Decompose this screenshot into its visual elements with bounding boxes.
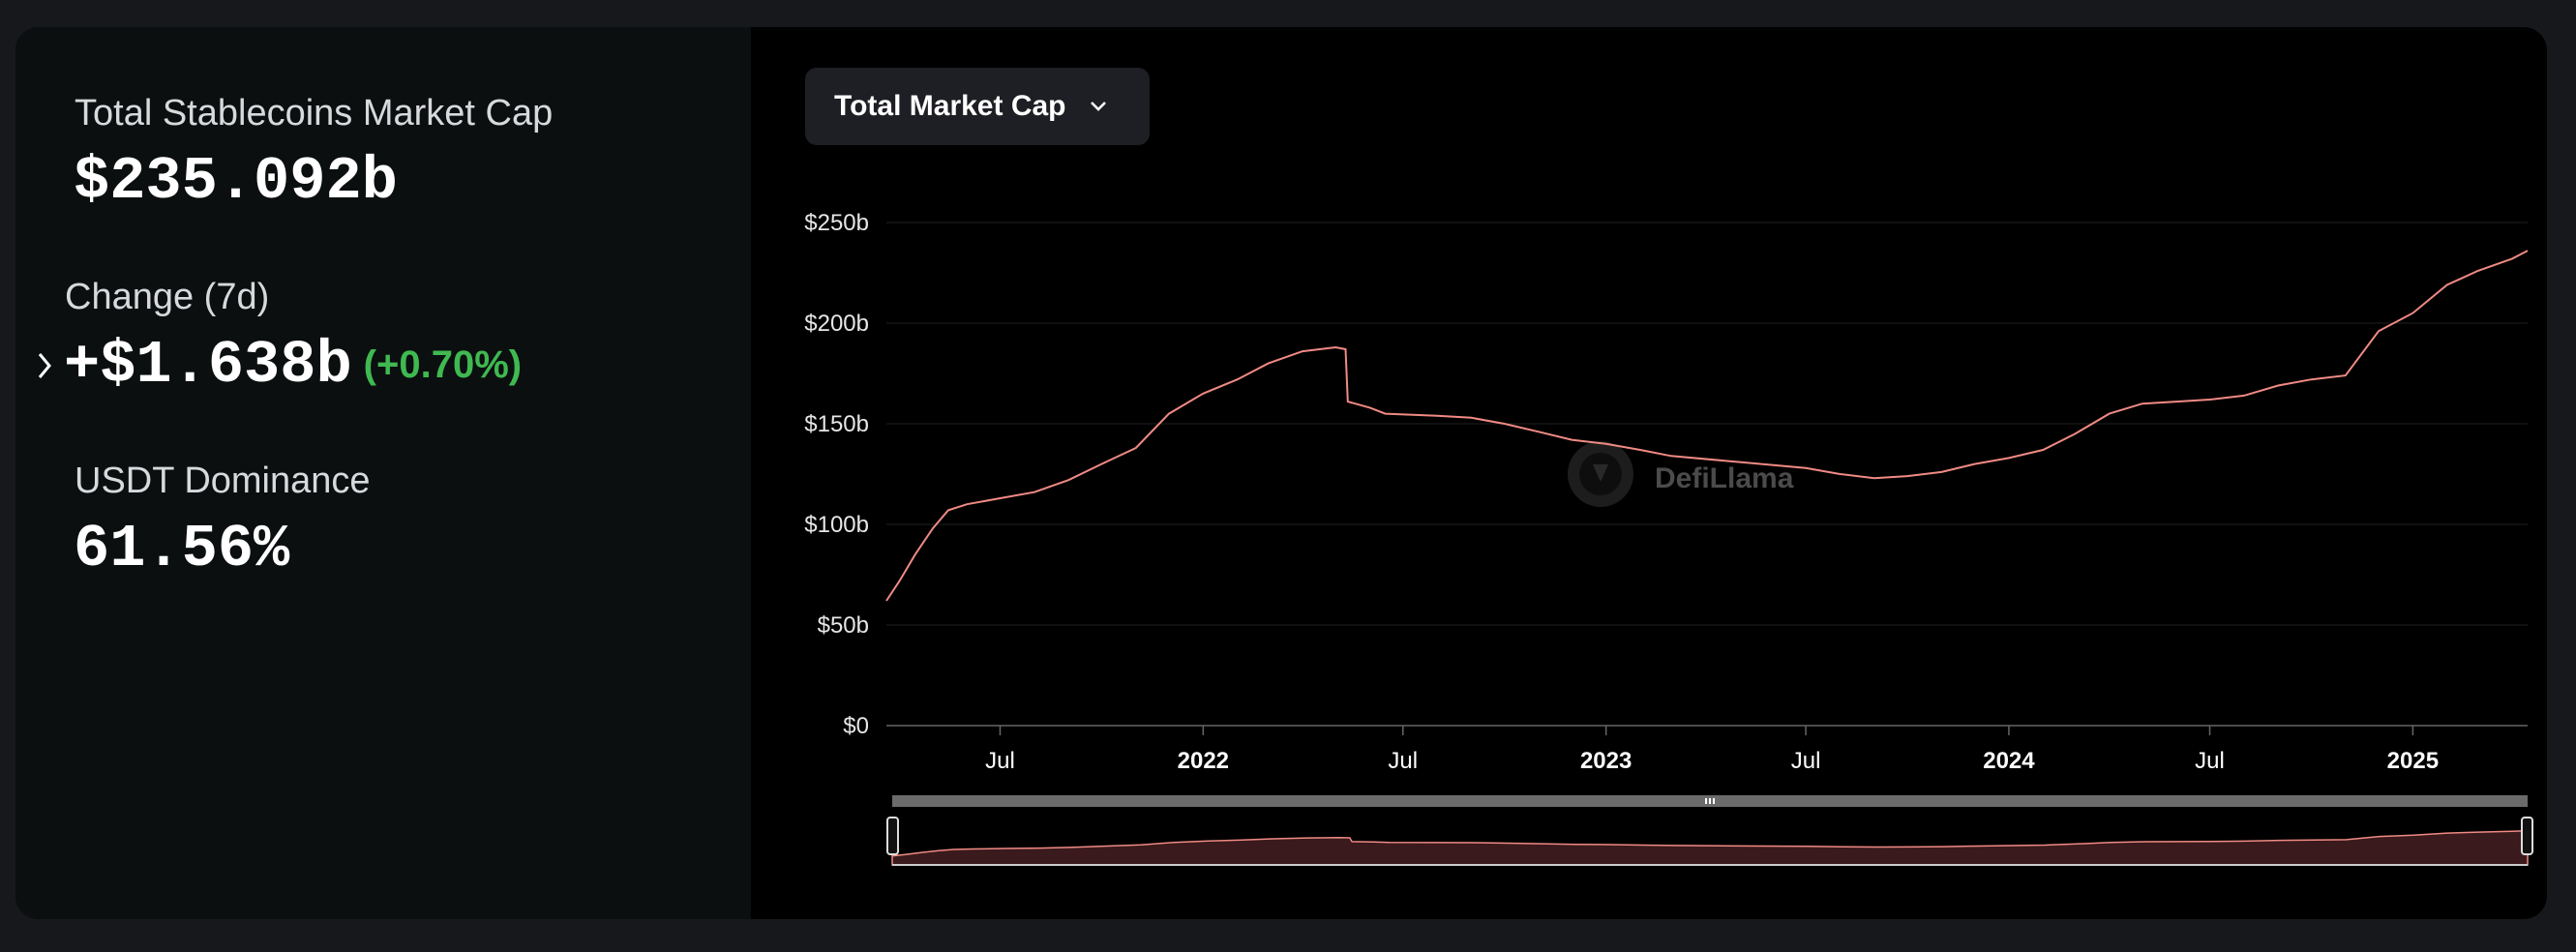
defillama-logo-icon xyxy=(1568,441,1633,507)
chevron-right-icon[interactable] xyxy=(35,348,54,383)
y-tick-label: $150b xyxy=(804,411,869,437)
x-tick-label: Jul xyxy=(2195,748,2225,774)
x-tick-label: 2022 xyxy=(1178,748,1229,774)
y-tick-label: $0 xyxy=(843,713,869,739)
x-axis: Jul 2022 Jul 2023 Jul 2024 Jul 2025 xyxy=(985,726,2439,774)
change-percent: (+0.70%) xyxy=(363,343,523,386)
navigator-area xyxy=(891,829,2529,866)
y-tick-label: $250b xyxy=(804,210,869,236)
navigator-left-handle[interactable] xyxy=(886,817,899,855)
total-mcap-value: $235.092b xyxy=(74,147,398,216)
stablecoins-card: Total Stablecoins Market Cap $235.092b C… xyxy=(15,27,2547,919)
y-tick-label: $100b xyxy=(804,512,869,538)
change-value: +$1.638b xyxy=(64,331,352,400)
market-cap-chart: $0 $50b $100b $150b $200b $250b Jul 2022 Jul 202… xyxy=(804,210,2533,866)
x-tick-label: Jul xyxy=(1388,748,1418,774)
watermark: DefiLlama xyxy=(1568,441,1794,507)
total-mcap-label: Total Stablecoins Market Cap xyxy=(75,93,554,134)
chevron-down-icon xyxy=(1090,102,1106,111)
dominance-label: USDT Dominance xyxy=(75,461,371,501)
navigator-grip-icon[interactable] xyxy=(1705,798,1715,804)
x-tick-label: Jul xyxy=(985,748,1015,774)
navigator-right-handle[interactable] xyxy=(2521,817,2533,855)
y-tick-label: $200b xyxy=(804,311,869,337)
dominance-value: 61.56% xyxy=(74,515,290,583)
metric-select[interactable]: Total Market Cap xyxy=(805,68,1150,145)
y-axis-labels: $0 $50b $100b $150b $200b $250b xyxy=(804,210,869,739)
watermark-text: DefiLlama xyxy=(1655,462,1794,494)
chart-panel: Total Market Cap $0 $50b $100b $150b $200b $2… xyxy=(751,27,2547,919)
y-tick-label: $50b xyxy=(818,612,869,639)
series-line xyxy=(885,250,2529,602)
x-tick-label: 2025 xyxy=(2387,748,2439,774)
x-tick-label: 2023 xyxy=(1580,748,1632,774)
stats-panel: Total Stablecoins Market Cap $235.092b C… xyxy=(15,27,751,919)
change-label: Change (7d) xyxy=(65,277,270,317)
metric-select-label: Total Market Cap xyxy=(834,90,1066,122)
x-tick-label: Jul xyxy=(1791,748,1821,774)
change-row: +$1.638b (+0.70%) xyxy=(64,331,522,400)
x-tick-label: 2024 xyxy=(1983,748,2035,774)
range-navigator[interactable] xyxy=(886,795,2533,866)
